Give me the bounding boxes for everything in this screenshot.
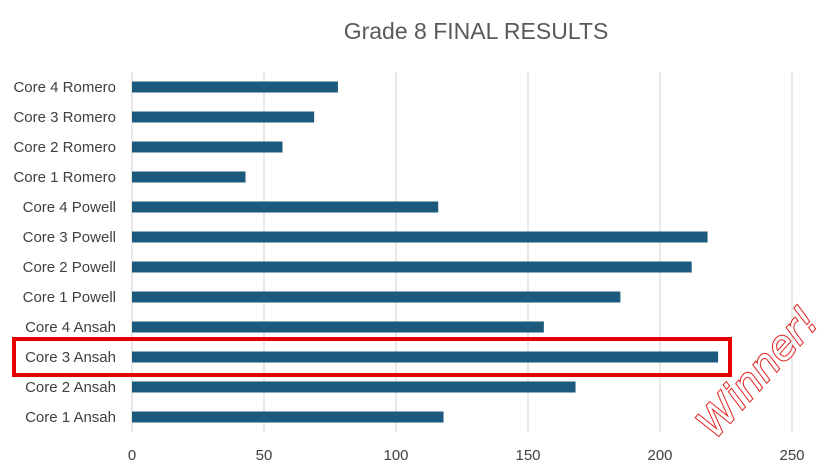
bar <box>132 411 444 423</box>
category-label: Core 4 Powell <box>23 199 116 216</box>
x-tick-label: 150 <box>515 447 540 464</box>
bar <box>132 231 708 243</box>
x-tick-label: 250 <box>779 447 804 464</box>
x-tick-label: 200 <box>647 447 672 464</box>
category-label: Core 3 Romero <box>13 109 116 126</box>
category-label: Core 1 Ansah <box>25 409 116 426</box>
x-tick-label: 100 <box>383 447 408 464</box>
x-axis-tick-labels: 0 50 100 150 200 250 <box>128 447 805 464</box>
highlight-box <box>12 337 732 377</box>
bar <box>132 171 246 183</box>
gridlines <box>131 72 793 432</box>
category-label: Core 1 Powell <box>23 289 116 306</box>
bars <box>132 81 719 423</box>
chart-title: Grade 8 FINAL RESULTS <box>343 18 609 44</box>
bar <box>132 261 692 273</box>
bar <box>132 351 719 363</box>
bar <box>132 381 576 393</box>
bar <box>132 321 544 333</box>
category-labels: Core 4 Romero Core 3 Romero Core 2 Romero C… <box>13 79 116 426</box>
winner-annotation: Winner! <box>688 298 828 447</box>
category-label: Core 4 Romero <box>13 79 116 96</box>
category-label: Core 3 Ansah <box>25 349 116 366</box>
category-label: Core 3 Powell <box>23 229 116 246</box>
x-tick-label: 0 <box>128 447 136 464</box>
bar <box>132 291 621 303</box>
category-label: Core 2 Powell <box>23 259 116 276</box>
bar <box>132 141 283 153</box>
category-label: Core 1 Romero <box>13 169 116 186</box>
winner-highlight <box>12 337 732 377</box>
bar <box>132 81 338 93</box>
x-tick-label: 50 <box>256 447 273 464</box>
category-label: Core 2 Ansah <box>25 379 116 396</box>
category-label: Core 4 Ansah <box>25 319 116 336</box>
category-label: Core 2 Romero <box>13 139 116 156</box>
bar <box>132 111 315 123</box>
bar <box>132 201 439 213</box>
